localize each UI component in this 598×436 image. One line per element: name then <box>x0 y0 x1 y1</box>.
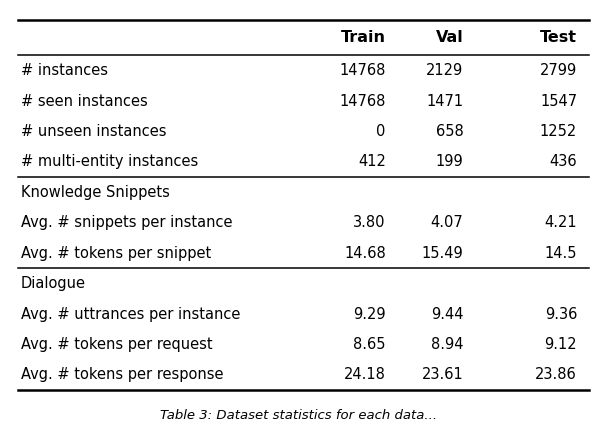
Text: 1252: 1252 <box>540 124 577 139</box>
Text: # multi-entity instances: # multi-entity instances <box>21 154 198 170</box>
Text: 14.68: 14.68 <box>344 246 386 261</box>
Text: Val: Val <box>436 30 463 45</box>
Text: 2129: 2129 <box>426 63 463 78</box>
Text: 4.21: 4.21 <box>544 215 577 230</box>
Text: 14768: 14768 <box>339 94 386 109</box>
Text: # seen instances: # seen instances <box>21 94 148 109</box>
Text: 658: 658 <box>436 124 463 139</box>
Text: 8.94: 8.94 <box>431 337 463 352</box>
Text: Avg. # uttrances per instance: Avg. # uttrances per instance <box>21 307 240 322</box>
Text: Table 3: Dataset statistics for each data...: Table 3: Dataset statistics for each dat… <box>160 409 438 422</box>
Text: Dialogue: Dialogue <box>21 276 86 291</box>
Text: 9.29: 9.29 <box>353 307 386 322</box>
Text: 9.36: 9.36 <box>545 307 577 322</box>
Text: 23.86: 23.86 <box>535 368 577 382</box>
Text: 9.44: 9.44 <box>431 307 463 322</box>
Text: Avg. # snippets per instance: Avg. # snippets per instance <box>21 215 233 230</box>
Text: 14.5: 14.5 <box>545 246 577 261</box>
Text: # instances: # instances <box>21 63 108 78</box>
Text: 436: 436 <box>550 154 577 170</box>
Text: 2799: 2799 <box>540 63 577 78</box>
Text: 24.18: 24.18 <box>344 368 386 382</box>
Text: 23.61: 23.61 <box>422 368 463 382</box>
Text: 199: 199 <box>436 154 463 170</box>
Text: 9.12: 9.12 <box>544 337 577 352</box>
Text: Avg. # tokens per request: Avg. # tokens per request <box>21 337 212 352</box>
Text: 3.80: 3.80 <box>353 215 386 230</box>
Text: 412: 412 <box>358 154 386 170</box>
Text: Test: Test <box>540 30 577 45</box>
Text: Knowledge Snippets: Knowledge Snippets <box>21 185 170 200</box>
Text: 0: 0 <box>376 124 386 139</box>
Text: Avg. # tokens per snippet: Avg. # tokens per snippet <box>21 246 211 261</box>
Text: Avg. # tokens per response: Avg. # tokens per response <box>21 368 224 382</box>
Text: 1471: 1471 <box>426 94 463 109</box>
Text: 14768: 14768 <box>339 63 386 78</box>
Text: 15.49: 15.49 <box>422 246 463 261</box>
Text: 8.65: 8.65 <box>353 337 386 352</box>
Text: 4.07: 4.07 <box>431 215 463 230</box>
Text: 1547: 1547 <box>540 94 577 109</box>
Text: Train: Train <box>341 30 386 45</box>
Text: # unseen instances: # unseen instances <box>21 124 166 139</box>
